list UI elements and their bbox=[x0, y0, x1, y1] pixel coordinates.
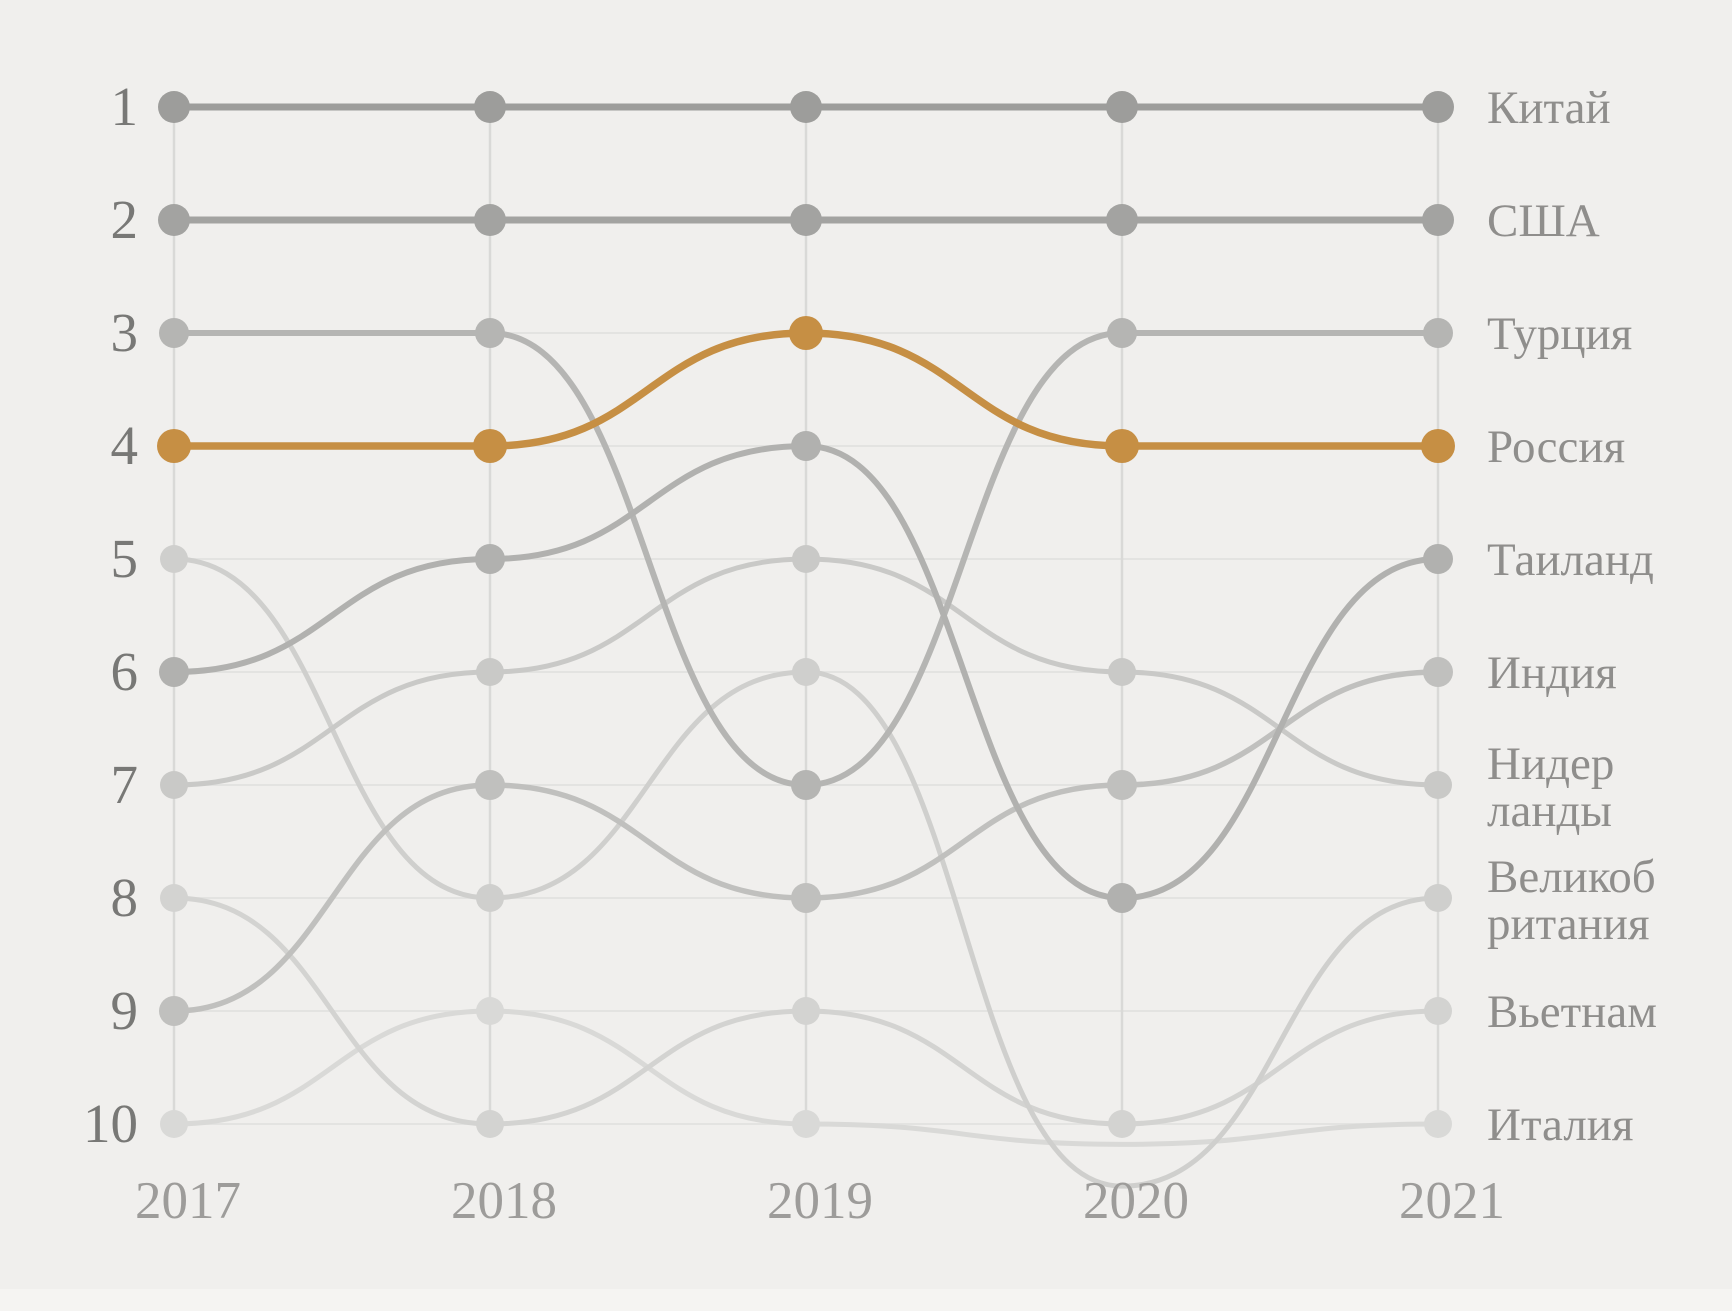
series-dot-Турция-2021 bbox=[1423, 318, 1453, 348]
country-label-line-Китай-0: Китай bbox=[1487, 82, 1611, 134]
series-dot-Россия-2020 bbox=[1105, 429, 1139, 463]
series-dot-Китай-2021 bbox=[1422, 91, 1454, 123]
country-label-line-Италия-0: Италия bbox=[1487, 1099, 1634, 1151]
series-dot-Великобритания-2019 bbox=[792, 658, 820, 686]
rank-axis-label-7: 7 bbox=[111, 754, 139, 815]
series-dot-Россия-2018 bbox=[473, 429, 507, 463]
series-dot-Турция-2019 bbox=[791, 770, 821, 800]
country-label-Индия: Индия bbox=[1487, 647, 1617, 699]
country-label-Китай: Китай bbox=[1487, 82, 1611, 134]
country-label-Вьетнам: Вьетнам bbox=[1487, 986, 1657, 1038]
rank-axis-label-6: 6 bbox=[111, 641, 139, 702]
series-dot-Россия-2019 bbox=[789, 316, 823, 350]
series-dot-Вьетнам-2020 bbox=[1108, 1110, 1136, 1138]
series-dot-США-2019 bbox=[790, 204, 822, 236]
rank-axis-label-8: 8 bbox=[111, 867, 139, 928]
series-dot-Индия-2021 bbox=[1423, 657, 1453, 687]
series-dot-Вьетнам-2017 bbox=[160, 884, 188, 912]
year-axis-label-2021: 2021 bbox=[1399, 1172, 1505, 1230]
series-dot-Нидерланды-2021 bbox=[1424, 771, 1452, 799]
country-label-line-США-0: США bbox=[1487, 195, 1600, 247]
series-dot-Вьетнам-2018 bbox=[476, 1110, 504, 1138]
country-label-Россия: Россия bbox=[1487, 421, 1625, 473]
series-dot-Нидерланды-2020 bbox=[1108, 658, 1136, 686]
series-dot-Италия-2018 bbox=[476, 997, 504, 1025]
country-label-line-Нидерланды-1: ланды bbox=[1487, 785, 1612, 837]
series-dot-Китай-2020 bbox=[1106, 91, 1138, 123]
country-label-line-Россия-0: Россия bbox=[1487, 421, 1625, 473]
series-dot-Турция-2020 bbox=[1107, 318, 1137, 348]
series-dot-Россия-2021 bbox=[1421, 429, 1455, 463]
series-dot-Великобритания-2017 bbox=[160, 545, 188, 573]
country-label-Таиланд: Таиланд bbox=[1487, 534, 1654, 586]
series-line-Великобритания bbox=[171, 556, 1441, 1189]
country-label-line-Нидерланды-0: Нидер bbox=[1487, 738, 1614, 790]
series-dot-Китай-2018 bbox=[474, 91, 506, 123]
country-label-Турция: Турция bbox=[1487, 308, 1632, 360]
country-label-США: США bbox=[1487, 195, 1600, 247]
series-dot-США-2018 bbox=[474, 204, 506, 236]
series-dot-Великобритания-2021 bbox=[1424, 884, 1452, 912]
series-dot-Турция-2017 bbox=[159, 318, 189, 348]
series-dot-Вьетнам-2021 bbox=[1424, 997, 1452, 1025]
country-label-line-Индия-0: Индия bbox=[1487, 647, 1617, 699]
series-dot-Индия-2019 bbox=[791, 883, 821, 913]
series-dot-Таиланд-2021 bbox=[1423, 544, 1453, 574]
rank-axis-label-1: 1 bbox=[111, 76, 139, 137]
series-dot-Великобритания-2018 bbox=[476, 884, 504, 912]
country-label-line-Таиланд-0: Таиланд bbox=[1487, 534, 1654, 586]
series-dot-Италия-2021 bbox=[1424, 1110, 1452, 1138]
country-label-line-Турция-0: Турция bbox=[1487, 308, 1632, 360]
rank-axis-label-3: 3 bbox=[111, 302, 139, 363]
series-dot-США-2017 bbox=[158, 204, 190, 236]
series-dot-Китай-2017 bbox=[158, 91, 190, 123]
country-label-line-Вьетнам-0: Вьетнам bbox=[1487, 986, 1657, 1038]
series-dot-Нидерланды-2017 bbox=[160, 771, 188, 799]
year-axis-label-2017: 2017 bbox=[135, 1172, 241, 1230]
series-dot-Россия-2017 bbox=[157, 429, 191, 463]
year-axis-label-2019: 2019 bbox=[767, 1172, 873, 1230]
series-dot-Индия-2018 bbox=[475, 770, 505, 800]
series-dot-Вьетнам-2019 bbox=[792, 997, 820, 1025]
series-dot-Таиланд-2017 bbox=[159, 657, 189, 687]
rank-axis-label-4: 4 bbox=[111, 415, 139, 476]
series-line-Италия bbox=[171, 1008, 1441, 1147]
series-dot-Индия-2020 bbox=[1107, 770, 1137, 800]
series-line-Таиланд bbox=[171, 442, 1441, 902]
country-label-Италия: Италия bbox=[1487, 1099, 1634, 1151]
year-axis-label-2020: 2020 bbox=[1083, 1172, 1189, 1230]
series-dot-Китай-2019 bbox=[790, 91, 822, 123]
rank-axis-label-5: 5 bbox=[111, 528, 139, 589]
rank-axis-label-9: 9 bbox=[111, 980, 139, 1041]
series-dot-Таиланд-2020 bbox=[1107, 883, 1137, 913]
series-dot-Индия-2017 bbox=[159, 996, 189, 1026]
series-dot-США-2020 bbox=[1106, 204, 1138, 236]
series-dot-Нидерланды-2018 bbox=[476, 658, 504, 686]
page-bottom-band bbox=[0, 1289, 1732, 1311]
rank-axis-label-2: 2 bbox=[111, 189, 139, 250]
rank-axis-label-10: 10 bbox=[83, 1093, 138, 1154]
series-dot-Таиланд-2019 bbox=[791, 431, 821, 461]
series-dot-Таиланд-2018 bbox=[475, 544, 505, 574]
series-dot-Италия-2019 bbox=[792, 1110, 820, 1138]
country-label-line-Великобритания-1: ритания bbox=[1487, 898, 1650, 950]
series-dot-Турция-2018 bbox=[475, 318, 505, 348]
series-dot-США-2021 bbox=[1422, 204, 1454, 236]
country-label-line-Великобритания-0: Великоб bbox=[1487, 851, 1656, 903]
year-axis-label-2018: 2018 bbox=[451, 1172, 557, 1230]
series-dot-Нидерланды-2019 bbox=[792, 545, 820, 573]
series-dot-Италия-2017 bbox=[160, 1110, 188, 1138]
